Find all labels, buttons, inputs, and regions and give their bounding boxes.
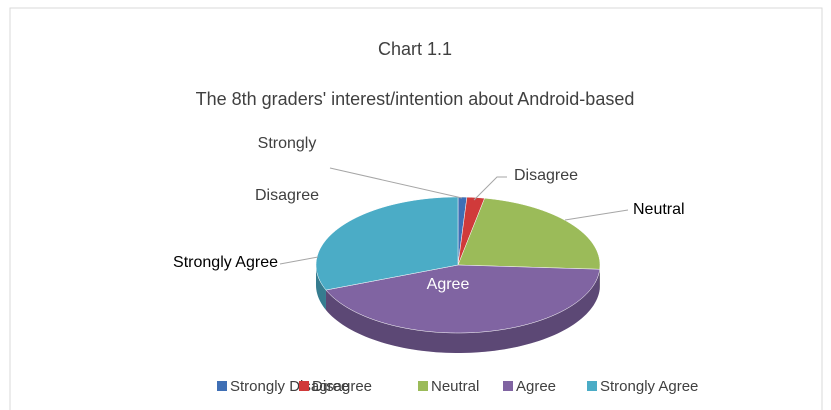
slice bbox=[457, 197, 601, 270]
legend-swatch bbox=[587, 381, 597, 391]
chart-title: Chart 1.1 bbox=[378, 39, 452, 59]
chart-subtitle: The 8th graders' interest/intention abou… bbox=[196, 89, 635, 109]
legend-swatch bbox=[299, 381, 309, 391]
data-label: Disagree bbox=[514, 167, 578, 184]
legend-swatch bbox=[418, 381, 428, 391]
leader-line bbox=[329, 167, 463, 199]
leader-line bbox=[279, 256, 319, 265]
data-label: Agree bbox=[427, 276, 470, 293]
data-labels: Disagree Neutral Agree Strongly Agree bbox=[173, 167, 685, 293]
legend-label: Strongly Agree bbox=[600, 378, 698, 395]
legend-label: Disagree bbox=[312, 378, 372, 395]
data-label: Neutral bbox=[633, 201, 685, 218]
data-label: Strongly Agree bbox=[173, 254, 278, 271]
leader-line bbox=[564, 209, 629, 221]
pie bbox=[315, 196, 601, 353]
data-label: Strongly Disagree bbox=[254, 135, 320, 204]
slice-side-shade bbox=[325, 269, 600, 353]
legend-swatch bbox=[503, 381, 513, 391]
slice-side bbox=[325, 269, 600, 353]
slice bbox=[325, 264, 601, 334]
slice bbox=[315, 196, 459, 291]
leader-line bbox=[473, 176, 507, 201]
legend-swatch bbox=[217, 381, 227, 391]
legend-label: Neutral bbox=[431, 378, 479, 395]
legend-label: Agree bbox=[516, 378, 556, 395]
slice-side bbox=[316, 265, 326, 311]
slice-side-shade bbox=[316, 265, 326, 311]
legend-label: Strongly Disagree bbox=[230, 378, 349, 395]
